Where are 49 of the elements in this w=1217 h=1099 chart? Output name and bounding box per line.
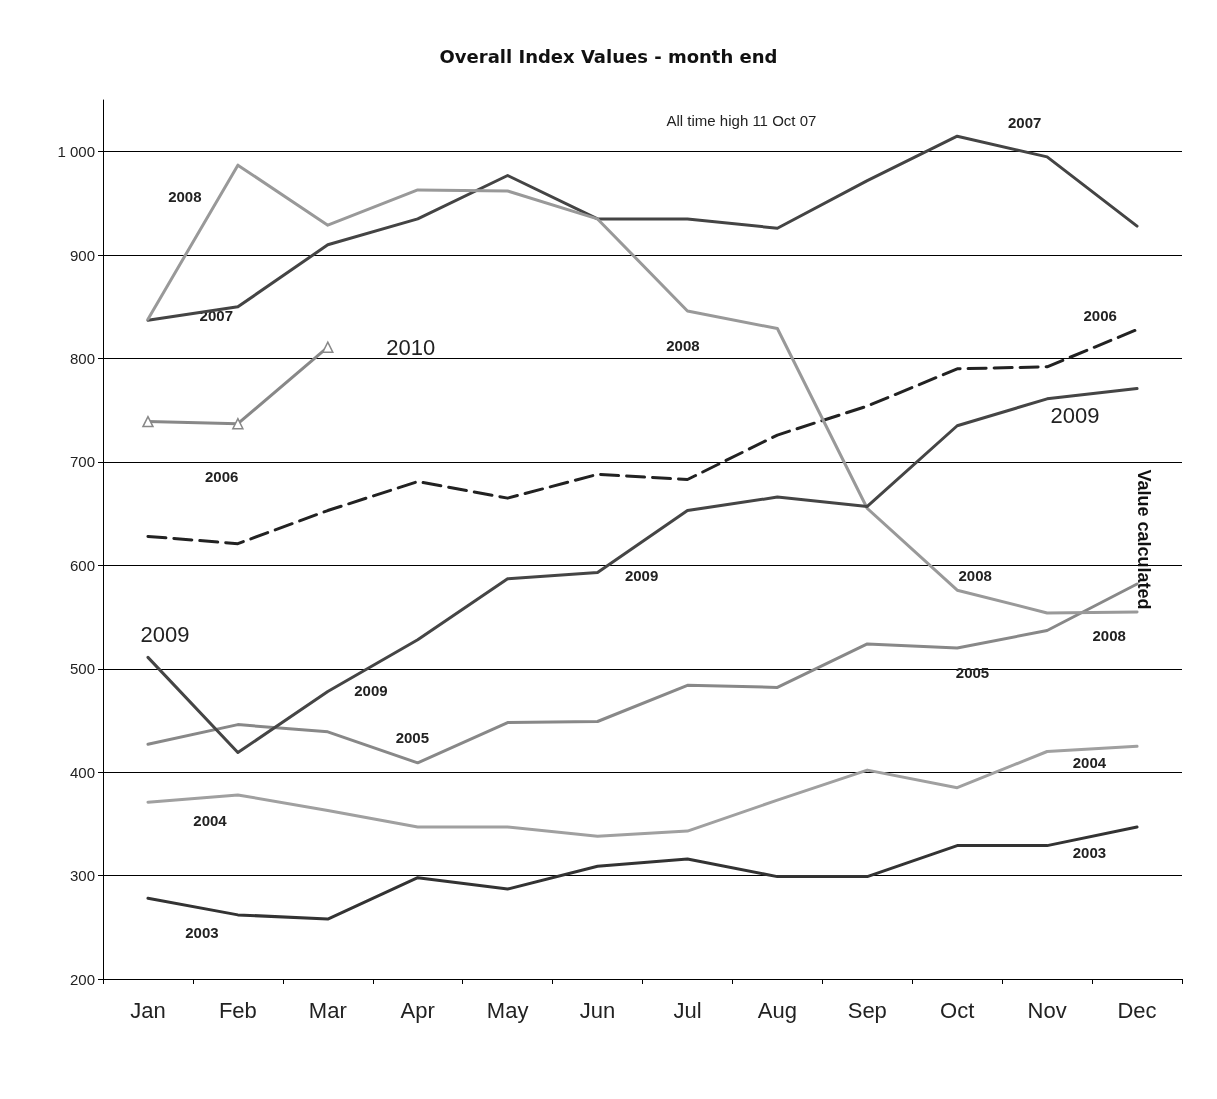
y-axis-title: Value calculated <box>1134 469 1154 610</box>
line-series <box>146 163 1139 615</box>
annotation: 2009 <box>140 622 190 648</box>
annotation: 2004 <box>1072 754 1107 772</box>
annotation: 2007 <box>1007 114 1042 132</box>
point <box>142 415 154 428</box>
line-series <box>146 328 1139 546</box>
annotation: 2004 <box>193 812 228 830</box>
annotation: 2008 <box>1092 627 1126 645</box>
y-tick-label: 200 <box>69 970 95 988</box>
x-tick-label: Nov <box>1027 997 1067 1023</box>
y-tick-label: 800 <box>69 350 95 368</box>
annotation: 2003 <box>185 923 219 941</box>
y-tick-label: 300 <box>69 867 95 885</box>
chart-title: Overall Index Values - month end <box>439 45 778 67</box>
x-tick-label: Oct <box>940 997 975 1023</box>
point <box>322 341 334 353</box>
x-tick-label: Jun <box>579 997 616 1023</box>
y-tick-label: 700 <box>69 453 95 471</box>
annotation: 2006 <box>205 467 239 485</box>
y-tick-label: 600 <box>69 556 95 574</box>
annotation: 2009 <box>624 567 659 585</box>
x-tick-label: Apr <box>400 997 435 1023</box>
annotation: 2008 <box>168 187 202 205</box>
line-series <box>146 825 1139 921</box>
x-tick-label: Mar <box>308 997 347 1023</box>
annotation: 2009 <box>1050 402 1100 428</box>
x-tick-label: Feb <box>218 997 257 1023</box>
annotation: All time high 11 Oct 07 <box>666 112 817 130</box>
annotation: 2010 <box>386 334 436 360</box>
x-tick-label: May <box>486 997 529 1023</box>
annotation: 2006 <box>1083 306 1117 324</box>
point <box>232 417 244 430</box>
y-tick-label: 500 <box>69 660 95 678</box>
y-tick-label: 1 000 <box>57 143 95 161</box>
y-tick-label: 400 <box>69 763 95 781</box>
line-series <box>146 134 1139 322</box>
x-tick-label: Dec <box>1117 997 1157 1023</box>
annotation: 2009 <box>354 681 388 699</box>
x-tick-label: Jan <box>130 997 166 1023</box>
line-series <box>146 744 1139 838</box>
x-tick-label: Jul <box>673 997 702 1023</box>
x-tick-label: Aug <box>757 997 797 1023</box>
annotation: 2005 <box>395 728 429 746</box>
annotation: 2008 <box>666 336 700 354</box>
annotation: 2003 <box>1072 844 1107 862</box>
annotation: 2008 <box>958 567 992 585</box>
y-tick-label: 900 <box>69 246 95 264</box>
x-tick-label: Sep <box>847 997 887 1023</box>
